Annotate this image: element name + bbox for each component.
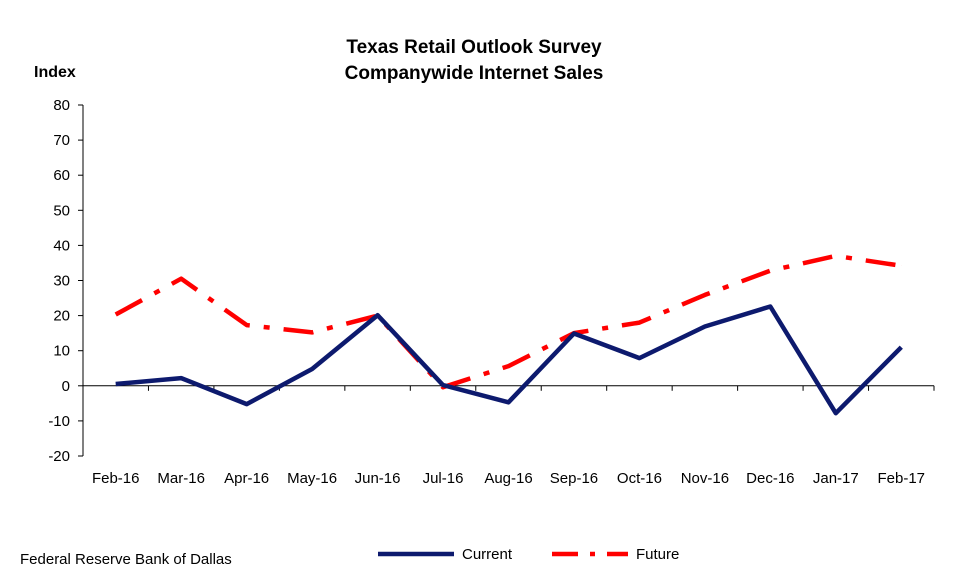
x-tick-label: Jul-16 xyxy=(423,470,464,487)
x-tick-label: Dec-16 xyxy=(746,470,794,487)
x-tick-label: Feb-17 xyxy=(878,470,926,487)
y-tick-label: 60 xyxy=(53,167,70,184)
x-tick-label: Jan-17 xyxy=(813,470,859,487)
series-line-future xyxy=(114,253,902,390)
y-tick-label: 20 xyxy=(53,308,70,325)
x-tick-label: Feb-16 xyxy=(92,470,140,487)
legend-item-current: Current xyxy=(378,543,512,565)
y-tick-label: -20 xyxy=(48,448,70,465)
y-tick-label: 70 xyxy=(53,132,70,149)
source-note: Federal Reserve Bank of Dallas xyxy=(20,551,232,568)
x-tick-label: Nov-16 xyxy=(681,470,729,487)
legend-swatch-future xyxy=(552,551,628,557)
legend-label-future: Future xyxy=(636,545,680,563)
y-tick-label: 50 xyxy=(53,202,70,219)
y-tick-label: 30 xyxy=(53,273,70,290)
legend-swatch-current xyxy=(378,551,454,557)
y-tick-label: 40 xyxy=(53,237,70,254)
y-tick-label: 10 xyxy=(53,343,70,360)
x-tick-label: May-16 xyxy=(287,470,337,487)
x-tick-label: Sep-16 xyxy=(550,470,598,487)
legend-item-future: Future xyxy=(552,543,679,565)
chart-subtitle: Companywide Internet Sales xyxy=(344,63,604,84)
x-tick-label: Apr-16 xyxy=(224,470,269,487)
x-tick-label: Oct-16 xyxy=(617,470,662,487)
x-tick-label: Mar-16 xyxy=(157,470,205,487)
y-tick-label: 0 xyxy=(62,378,70,395)
y-axis-label: Index xyxy=(34,64,76,81)
series-line-current xyxy=(115,304,903,416)
x-tick-label: Jun-16 xyxy=(355,470,401,487)
chart-title: Texas Retail Outlook Survey xyxy=(346,37,602,58)
x-tick-label: Aug-16 xyxy=(484,470,532,487)
legend-label-current: Current xyxy=(462,545,513,563)
y-tick-label: 80 xyxy=(53,97,70,114)
y-tick-label: -10 xyxy=(48,413,70,430)
